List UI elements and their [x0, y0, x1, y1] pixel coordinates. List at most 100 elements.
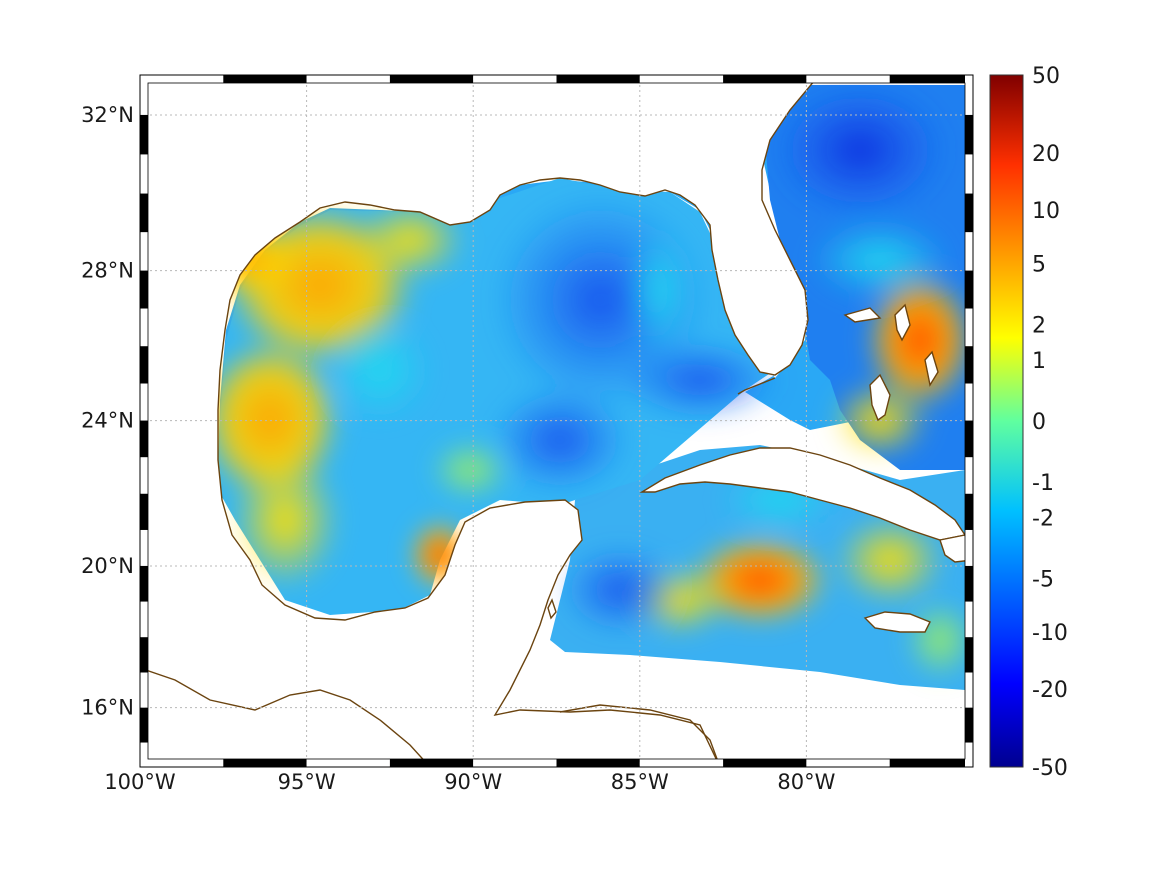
- x-tick-label: 100°W: [104, 770, 176, 794]
- frame-segment-right: [965, 420, 973, 458]
- frame-segment-left: [140, 601, 148, 638]
- honduras-coast: [559, 704, 721, 767]
- yucatan-channel-negative: [560, 545, 680, 635]
- frame-segment-left: [140, 114, 148, 155]
- frame-segment-left: [140, 270, 148, 309]
- y-tick-label: 20°N: [81, 554, 134, 578]
- frame-segment-right: [965, 565, 973, 602]
- y-tick-label: 32°N: [81, 103, 134, 127]
- frame-segment-bottom: [389, 759, 474, 767]
- frame-segment-left: [140, 493, 148, 530]
- frame-segment-bottom: [639, 759, 724, 767]
- frame-segment-left: [140, 420, 148, 458]
- frame-segment-bottom: [556, 759, 640, 767]
- frame-segment-right: [965, 75, 973, 115]
- western-cyan-band: [330, 320, 430, 420]
- frame-inner-outline: [147, 82, 966, 760]
- mexico-coast-positive: [230, 450, 340, 590]
- colorbar-tick-label: -10: [1032, 621, 1068, 646]
- frame-segment-top: [889, 75, 973, 83]
- frame-segment-bottom: [723, 759, 807, 767]
- frame-segment-left: [140, 75, 148, 115]
- colorbar-tick-label: -2: [1032, 507, 1054, 532]
- frame-segment-right: [965, 742, 973, 767]
- colorbar-tick-label: 20: [1032, 142, 1060, 167]
- sea-level-field: [140, 75, 973, 767]
- frame-segment-right: [965, 232, 973, 271]
- frame-segment-right: [965, 114, 973, 155]
- colorbar-gradient: [989, 74, 1024, 768]
- frame-segment-left: [140, 308, 148, 347]
- frame-segment-bottom: [223, 759, 307, 767]
- frame-segment-right: [965, 637, 973, 673]
- colorbar-tick-label: 50: [1032, 64, 1060, 89]
- x-axis-labels: 100°W 95°W 90°W 85°W 80°W: [104, 770, 835, 794]
- colorbar-tick-label: -20: [1032, 678, 1068, 703]
- frame-segment-top: [556, 75, 640, 83]
- frame-segment-top: [723, 75, 807, 83]
- frame-segment-right: [965, 707, 973, 743]
- frame-segment-left: [140, 193, 148, 233]
- hispaniola-positive: [835, 515, 945, 605]
- frame-segment-left: [140, 154, 148, 194]
- y-axis-labels: 32°N 28°N 24°N 20°N 16°N: [81, 103, 134, 720]
- frame-segment-left: [140, 232, 148, 271]
- coastlines: [140, 75, 973, 767]
- frame-outline: [139, 74, 974, 768]
- frame-segment-right: [965, 346, 973, 384]
- frame-segment-right: [965, 601, 973, 638]
- frame-segment-left: [140, 672, 148, 708]
- cozumel-land: [547, 598, 557, 620]
- bahamas-max: [865, 270, 973, 410]
- frame-segment-top: [806, 75, 890, 83]
- frame-segment-bottom: [473, 759, 557, 767]
- frame-segment-left: [140, 529, 148, 566]
- frame-segment-right: [965, 193, 973, 233]
- colorbar-tick-label: 10: [1032, 199, 1060, 224]
- colorbar-tick-label: 2: [1032, 313, 1046, 338]
- frame-segment-right: [965, 529, 973, 566]
- andros-land: [869, 373, 891, 422]
- frame-segment-right: [965, 672, 973, 708]
- frame-segment-top: [639, 75, 724, 83]
- frame-segment-left: [140, 707, 148, 743]
- y-tick-label: 28°N: [81, 259, 134, 283]
- frame-segment-bottom: [889, 759, 973, 767]
- frame-segment-bottom: [806, 759, 890, 767]
- frame-segment-left: [140, 457, 148, 494]
- grand-bahama-land: [843, 307, 882, 323]
- central-gulf-negative: [490, 385, 630, 495]
- eleuthera-land: [924, 350, 939, 387]
- frame-segment-left: [140, 383, 148, 421]
- frame-segment-top: [473, 75, 557, 83]
- yucatan-north-green: [430, 440, 510, 500]
- colorbar-tick-label: 5: [1032, 252, 1046, 277]
- frame-segment-top: [306, 75, 390, 83]
- x-tick-label: 85°W: [611, 770, 669, 794]
- frame-segment-top: [140, 75, 224, 83]
- eastern-caribbean-green: [905, 600, 973, 680]
- bahamas-yellow: [830, 380, 930, 460]
- florida-straits-negative: [620, 340, 780, 420]
- x-tick-label: 90°W: [444, 770, 502, 794]
- frame-segment-right: [965, 383, 973, 421]
- map-frame: [139, 74, 974, 768]
- florida-keys: [737, 377, 776, 395]
- x-tick-label: 80°W: [777, 770, 835, 794]
- colorbar-tick-label: 0: [1032, 410, 1046, 435]
- jamaica-land: [863, 611, 931, 633]
- frame-segment-bottom: [140, 759, 224, 767]
- central-america-coast: [140, 667, 431, 767]
- frame-segment-left: [140, 742, 148, 767]
- frame-segment-right: [965, 154, 973, 194]
- y-tick-label: 16°N: [81, 696, 134, 720]
- frame-segment-right: [965, 308, 973, 347]
- y-tick-label: 24°N: [81, 409, 134, 433]
- colorbar-tick-label: 1: [1032, 349, 1046, 374]
- frame-segment-top: [389, 75, 474, 83]
- x-tick-label: 95°W: [278, 770, 336, 794]
- frame-segment-top: [223, 75, 307, 83]
